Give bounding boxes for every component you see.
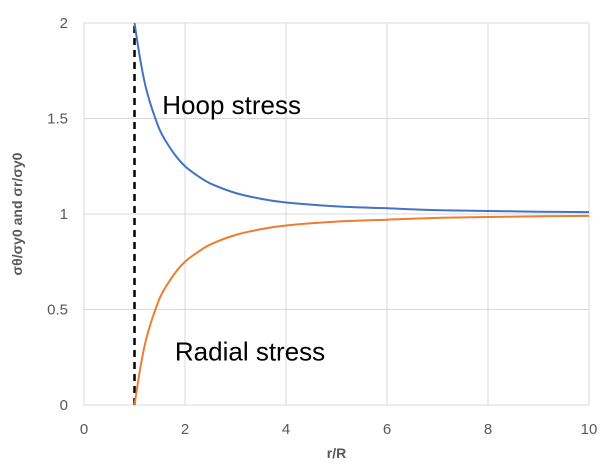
series-group (133, 22, 590, 406)
plot-area-border (83, 22, 590, 406)
x-tick-label: 4 (282, 421, 290, 438)
x-tick-label: 8 (484, 421, 492, 438)
x-axis-title: r/R (327, 445, 346, 461)
gridlines (83, 22, 590, 406)
series-line-hoop-stress (133, 22, 590, 214)
annotation-label: Hoop stress (162, 90, 301, 120)
y-tick-label: 1.5 (47, 111, 68, 128)
y-tick-label: 0 (60, 397, 68, 414)
y-axis-title: σθ/σy0 and σr/σy0 (9, 152, 25, 275)
y-tick-labels: 0 0.5 1 1.5 2 (47, 15, 68, 414)
y-tick-label: 2 (60, 15, 68, 32)
x-tick-label: 0 (80, 421, 88, 438)
x-tick-labels: 0 2 4 6 8 10 (80, 421, 598, 438)
annotations: Hoop stress Radial stress (162, 90, 325, 366)
x-tick-label: 10 (581, 421, 598, 438)
y-tick-label: 0.5 (47, 302, 68, 319)
plot-area (83, 22, 590, 406)
y-tick-label: 1 (60, 206, 68, 223)
x-tick-label: 2 (181, 421, 189, 438)
x-tick-label: 6 (383, 421, 391, 438)
annotation-label: Radial stress (175, 337, 325, 367)
series-line-radial-stress (133, 214, 590, 406)
